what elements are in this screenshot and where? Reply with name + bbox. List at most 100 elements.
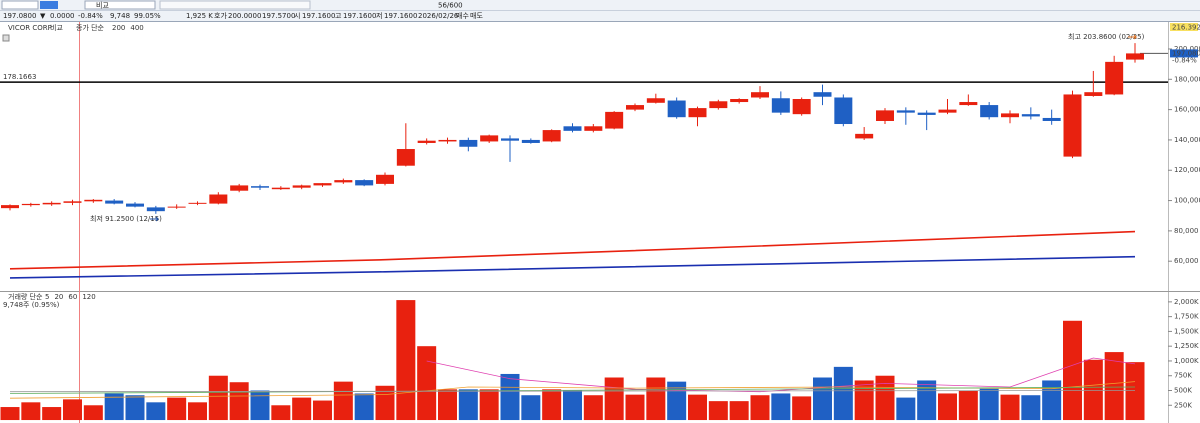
toolbar-field: 197.0800 (3, 12, 36, 20)
candle-body (896, 110, 915, 113)
legend-entry: 200 (112, 24, 125, 32)
candle-body (230, 185, 249, 191)
candle-body (417, 140, 436, 143)
volume-bar (229, 382, 249, 421)
legend-entry: 400 (130, 24, 143, 32)
candle-body (813, 92, 832, 97)
pane-icon[interactable] (2, 34, 10, 42)
volume-bar (667, 381, 687, 421)
toolbar-field: 1,925 K (186, 12, 213, 20)
price-line-label: 178.1663 (3, 73, 36, 81)
legend-entry: 120 (82, 293, 95, 301)
toolbar-field: -0.84% (78, 12, 103, 20)
volume-bar (979, 388, 999, 421)
y-tick-label: 160,000 (1174, 106, 1200, 114)
candle-body (667, 100, 686, 118)
y-tick-label: 500K (1174, 387, 1192, 395)
top-label-box (1170, 23, 1198, 31)
volume-bar (292, 397, 312, 421)
legend-entry: 60 (68, 293, 77, 301)
candle-body (1, 205, 19, 209)
volume-bar (688, 394, 707, 421)
toolbar-field: 0.0000 (50, 12, 75, 20)
period-buttons (159, 0, 311, 10)
volume-bar (104, 393, 124, 421)
candle-body (605, 111, 624, 129)
volume-bar (521, 395, 541, 421)
candle-body (146, 207, 165, 212)
y-tick-label: 180,000 (1174, 75, 1200, 83)
volume-bar (333, 381, 353, 421)
volume-bar (833, 366, 853, 421)
volume-bar (1125, 362, 1145, 421)
volume-bar (0, 407, 20, 421)
volume-bar (42, 407, 62, 421)
volume-bar (1063, 320, 1082, 421)
ma-line (426, 357, 1136, 393)
volume-bar (479, 389, 499, 421)
toolbar-field: 9,748 (110, 12, 130, 20)
candle-body (438, 139, 457, 142)
candle-body (1084, 92, 1103, 96)
candle-body (521, 139, 540, 143)
candle-body (792, 99, 811, 115)
volume-bar (438, 389, 457, 421)
volume-bar (750, 395, 770, 421)
candle-body (251, 186, 269, 188)
volume-bar (646, 377, 666, 421)
candle-body (63, 201, 82, 203)
volume-bar (729, 401, 749, 421)
ma-line (9, 386, 1136, 394)
candle-body (709, 101, 728, 109)
volume-bar (771, 393, 791, 421)
candle-body (21, 203, 40, 206)
candle-body (167, 206, 186, 208)
symbol-box[interactable] (1, 0, 39, 10)
candle-body (188, 202, 207, 204)
volume-subtitle: 9,748주 (0.95%) (3, 301, 60, 309)
volume-bar (1021, 395, 1041, 421)
market-box[interactable] (40, 1, 58, 9)
volume-bar (813, 377, 832, 421)
volume-bar (458, 389, 478, 421)
toolbar-field: 시 (294, 12, 300, 20)
legend-entry: 20 (54, 293, 63, 301)
candle-body (1042, 117, 1061, 121)
volume-bar (125, 395, 145, 421)
high-arrow (1128, 34, 1138, 40)
volume-bar (1042, 380, 1062, 421)
candle-body (1126, 53, 1144, 60)
volume-bar (792, 396, 812, 421)
y-tick-label: 2,000K (1174, 298, 1199, 306)
name-box[interactable] (84, 0, 156, 10)
candle-body (1063, 94, 1082, 157)
candle-body (980, 105, 999, 118)
compare-button[interactable]: 비교 (96, 1, 109, 10)
toolbar-field: 저 (376, 11, 382, 20)
candle-body (313, 183, 332, 186)
candle-body (855, 133, 874, 139)
candle-body (751, 92, 769, 98)
volume-bar (542, 389, 562, 421)
toolbar-field: 매도 (470, 12, 483, 20)
ma-line (9, 255, 1136, 279)
volume-bar (854, 380, 874, 421)
volume-bar (271, 405, 291, 421)
volume-bar (1000, 394, 1020, 421)
candle-body (209, 194, 228, 204)
y-tick-label: 250K (1174, 401, 1192, 409)
y-tick-label: 1,000K (1174, 357, 1199, 365)
data-count: 56/600 (438, 2, 463, 10)
y-tick-label: 140,000 (1174, 136, 1200, 144)
candle-body (271, 187, 290, 190)
candle-body (688, 108, 707, 118)
volume-bar (188, 402, 207, 421)
volume-bar (208, 375, 228, 421)
candle-body (459, 139, 478, 147)
candle-body (396, 149, 415, 166)
candle-body (334, 180, 353, 183)
candle-body (1001, 113, 1019, 118)
price-pane (0, 22, 1168, 291)
volume-bar (625, 394, 645, 421)
price-title: VICOR CORP (8, 24, 52, 32)
